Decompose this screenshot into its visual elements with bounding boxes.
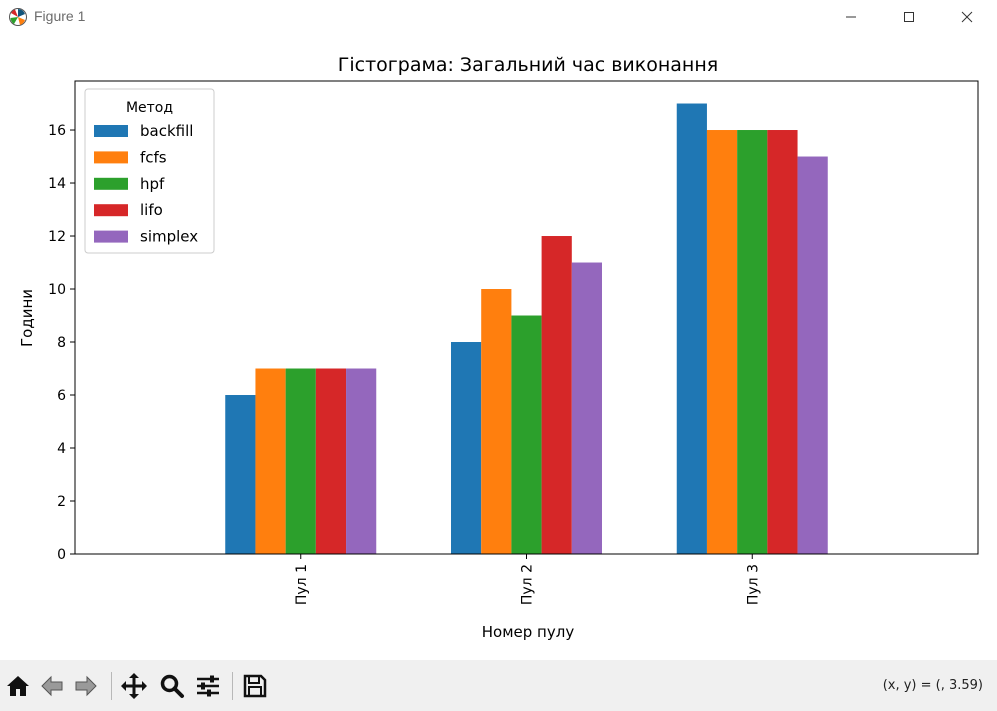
bar-chart: Гістограма: Загальний час виконання Номе… — [18, 54, 979, 641]
axes-group: 0 2 4 6 8 10 12 14 16 Пул 1 Пул 2 Пул 3 — [48, 80, 979, 605]
bars-group — [225, 103, 828, 555]
title-bar: Figure 1 — [0, 0, 997, 34]
forward-icon — [75, 675, 97, 697]
bar-lifo-2 — [541, 236, 572, 554]
forward-button[interactable] — [72, 672, 100, 700]
legend-swatch-lifo — [94, 204, 128, 217]
navigation-toolbar: (x, y) = (, 3.59) — [0, 660, 997, 711]
pan-icon — [121, 673, 147, 699]
bar-backfill-1 — [225, 395, 256, 554]
x-tick-label: Пул 1 — [294, 564, 310, 605]
legend-label-lifo: lifo — [140, 201, 163, 219]
minimize-button[interactable] — [828, 0, 874, 34]
home-icon — [7, 676, 29, 696]
bar-fcfs-2 — [481, 289, 512, 554]
toolbar-separator — [232, 672, 233, 700]
legend-swatch-backfill — [94, 125, 128, 137]
save-icon — [243, 674, 267, 698]
legend-swatch-fcfs — [94, 151, 128, 164]
toolbar-separator — [111, 672, 112, 700]
y-tick-label: 2 — [57, 494, 66, 510]
legend-swatch-simplex — [94, 230, 128, 243]
minimize-icon — [846, 16, 856, 18]
bar-hpf-3 — [737, 130, 768, 554]
bar-simplex-1 — [346, 368, 377, 554]
back-button[interactable] — [38, 672, 66, 700]
y-axis-label: Години — [18, 289, 36, 347]
bar-hpf-2 — [511, 315, 542, 554]
cursor-coordinates: (x, y) = (, 3.59) — [882, 678, 983, 693]
y-tick-label: 6 — [57, 388, 66, 404]
matplotlib-app-icon — [9, 8, 27, 26]
y-tick-label: 16 — [48, 123, 66, 139]
bar-hpf-1 — [285, 368, 316, 554]
y-tick-label: 10 — [48, 282, 66, 298]
back-icon — [41, 675, 63, 697]
y-tick-label: 12 — [48, 229, 66, 245]
y-tick-label: 0 — [57, 547, 66, 563]
y-tick-label: 4 — [57, 441, 66, 457]
pan-button[interactable] — [120, 672, 148, 700]
x-tick-label: Пул 3 — [745, 564, 761, 605]
configure-subplots-icon — [197, 675, 219, 697]
home-button[interactable] — [4, 672, 32, 700]
chart-title: Гістограма: Загальний час виконання — [338, 54, 718, 76]
bar-simplex-2 — [571, 262, 602, 554]
bar-fcfs-1 — [255, 368, 286, 554]
window-title: Figure 1 — [34, 8, 86, 24]
y-tick-label: 14 — [48, 176, 66, 192]
legend-label-simplex: simplex — [140, 228, 198, 246]
close-icon — [961, 11, 973, 23]
close-button[interactable] — [944, 0, 990, 34]
bar-fcfs-3 — [706, 130, 738, 554]
x-axis-label: Номер пулу — [482, 623, 575, 641]
legend-label-hpf: hpf — [140, 175, 165, 193]
bar-backfill-3 — [676, 103, 707, 555]
bar-lifo-3 — [767, 130, 798, 554]
figure-canvas[interactable]: Гістограма: Загальний час виконання Номе… — [0, 34, 997, 660]
legend: Метод backfill fcfs hpf lifo simplex — [84, 88, 215, 254]
bar-lifo-1 — [315, 368, 347, 554]
bar-simplex-3 — [797, 156, 828, 554]
legend-label-fcfs: fcfs — [140, 148, 167, 166]
legend-label-backfill: backfill — [140, 122, 193, 140]
zoom-button[interactable] — [158, 672, 186, 700]
y-tick-label: 8 — [57, 335, 66, 351]
maximize-button[interactable] — [886, 0, 932, 34]
zoom-icon — [160, 674, 184, 698]
legend-swatch-hpf — [94, 177, 128, 190]
bar-backfill-2 — [451, 342, 482, 554]
legend-title: Метод — [126, 100, 173, 116]
save-button[interactable] — [241, 672, 269, 700]
maximize-icon — [904, 12, 914, 22]
configure-subplots-button[interactable] — [194, 672, 222, 700]
x-tick-label: Пул 2 — [520, 564, 536, 605]
